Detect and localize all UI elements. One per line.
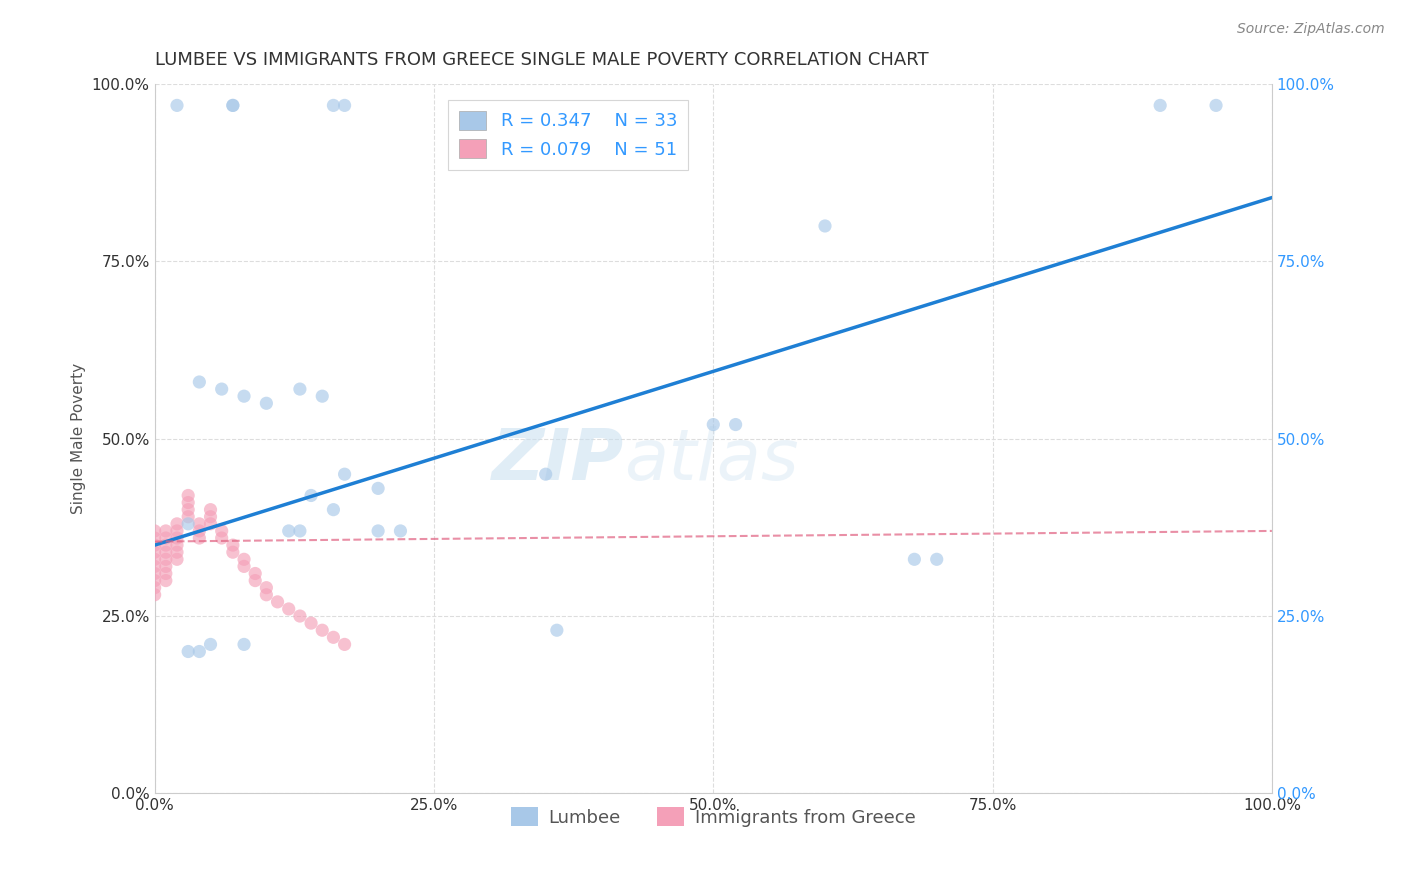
Point: [200, 509, 222, 524]
Point: [166, 545, 188, 559]
Point: [546, 624, 568, 638]
Point: [166, 516, 188, 531]
Text: ZIP: ZIP: [492, 425, 624, 494]
Point: [222, 98, 245, 112]
Point: [143, 531, 166, 545]
Point: [333, 467, 356, 482]
Point: [233, 552, 256, 566]
Point: [155, 524, 177, 538]
Point: [389, 524, 412, 538]
Point: [211, 382, 233, 396]
Point: [322, 98, 344, 112]
Point: [166, 98, 188, 112]
Point: [254, 396, 277, 410]
Point: [222, 538, 245, 552]
Point: [222, 98, 245, 112]
Point: [266, 595, 288, 609]
Point: [311, 389, 333, 403]
Y-axis label: Single Male Poverty: Single Male Poverty: [72, 363, 86, 515]
Point: [155, 545, 177, 559]
Point: [322, 630, 344, 644]
Point: [188, 375, 211, 389]
Point: [211, 524, 233, 538]
Point: [233, 559, 256, 574]
Legend: Lumbee, Immigrants from Greece: Lumbee, Immigrants from Greece: [503, 800, 922, 834]
Point: [1205, 98, 1227, 112]
Point: [925, 552, 948, 566]
Point: [254, 588, 277, 602]
Point: [367, 524, 389, 538]
Point: [333, 98, 356, 112]
Point: [288, 382, 311, 396]
Point: [188, 531, 211, 545]
Point: [166, 552, 188, 566]
Point: [903, 552, 925, 566]
Point: [143, 574, 166, 588]
Point: [367, 482, 389, 496]
Point: [166, 524, 188, 538]
Point: [143, 559, 166, 574]
Point: [177, 644, 200, 658]
Point: [177, 509, 200, 524]
Point: [299, 488, 322, 502]
Point: [155, 538, 177, 552]
Text: LUMBEE VS IMMIGRANTS FROM GREECE SINGLE MALE POVERTY CORRELATION CHART: LUMBEE VS IMMIGRANTS FROM GREECE SINGLE …: [155, 51, 928, 69]
Point: [814, 219, 837, 233]
Point: [177, 516, 200, 531]
Point: [155, 559, 177, 574]
Point: [143, 566, 166, 581]
Point: [143, 524, 166, 538]
Point: [188, 524, 211, 538]
Point: [166, 538, 188, 552]
Point: [277, 524, 299, 538]
Point: [288, 609, 311, 624]
Text: Source: ZipAtlas.com: Source: ZipAtlas.com: [1237, 22, 1385, 37]
Point: [211, 531, 233, 545]
Point: [288, 524, 311, 538]
Point: [1149, 98, 1171, 112]
Point: [177, 495, 200, 509]
Point: [311, 624, 333, 638]
Point: [200, 502, 222, 516]
Point: [166, 531, 188, 545]
Point: [155, 531, 177, 545]
Point: [702, 417, 724, 432]
Point: [333, 637, 356, 651]
Point: [534, 467, 557, 482]
Point: [155, 574, 177, 588]
Point: [233, 637, 256, 651]
Point: [245, 574, 267, 588]
Point: [233, 389, 256, 403]
Point: [155, 566, 177, 581]
Point: [277, 602, 299, 616]
Point: [188, 644, 211, 658]
Point: [724, 417, 747, 432]
Point: [299, 616, 322, 631]
Point: [200, 516, 222, 531]
Point: [200, 637, 222, 651]
Point: [155, 552, 177, 566]
Text: atlas: atlas: [624, 425, 799, 494]
Point: [177, 502, 200, 516]
Point: [143, 588, 166, 602]
Point: [143, 538, 166, 552]
Point: [245, 566, 267, 581]
Point: [177, 488, 200, 502]
Point: [143, 552, 166, 566]
Point: [143, 545, 166, 559]
Point: [322, 502, 344, 516]
Point: [222, 545, 245, 559]
Point: [143, 581, 166, 595]
Point: [188, 516, 211, 531]
Point: [254, 581, 277, 595]
